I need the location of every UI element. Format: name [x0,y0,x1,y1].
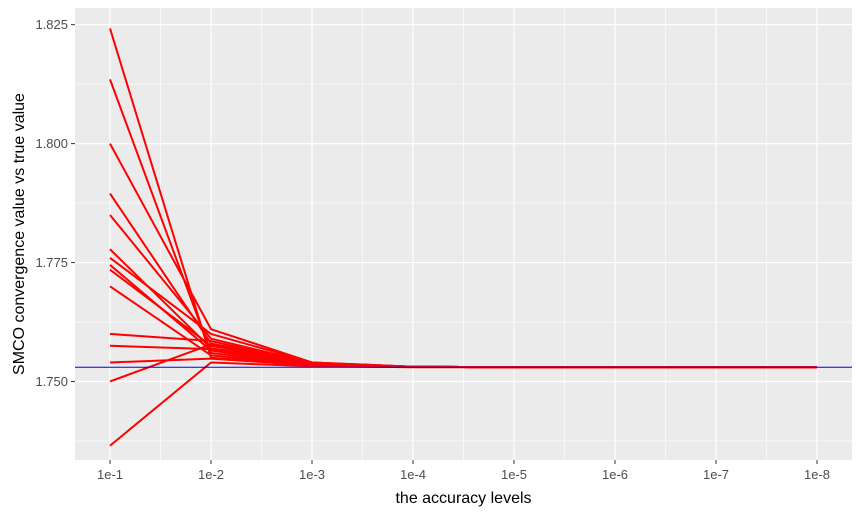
y-tick-label: 1.825 [35,17,68,32]
y-tick-label: 1.800 [35,136,68,151]
x-tick-label: 1e-8 [804,467,830,482]
x-axis: 1e-1 1e-2 1e-3 1e-4 1e-5 1e-6 1e-7 1e-8 [97,460,830,482]
x-tick-label: 1e-5 [501,467,527,482]
major-gridlines [75,8,852,460]
y-tick-label: 1.750 [35,374,68,389]
minor-gridlines [75,8,852,460]
y-tick-label: 1.775 [35,255,68,270]
x-tick-label: 1e-1 [97,467,123,482]
x-tick-label: 1e-3 [299,467,325,482]
x-tick-label: 1e-2 [198,467,224,482]
x-tick-label: 1e-6 [602,467,628,482]
x-tick-label: 1e-7 [703,467,729,482]
x-tick-label: 1e-4 [400,467,426,482]
y-axis-title: SMCO convergence value vs true value [11,93,28,375]
y-axis: 1.750 1.775 1.800 1.825 [35,17,75,389]
x-axis-title: the accuracy levels [395,490,531,507]
